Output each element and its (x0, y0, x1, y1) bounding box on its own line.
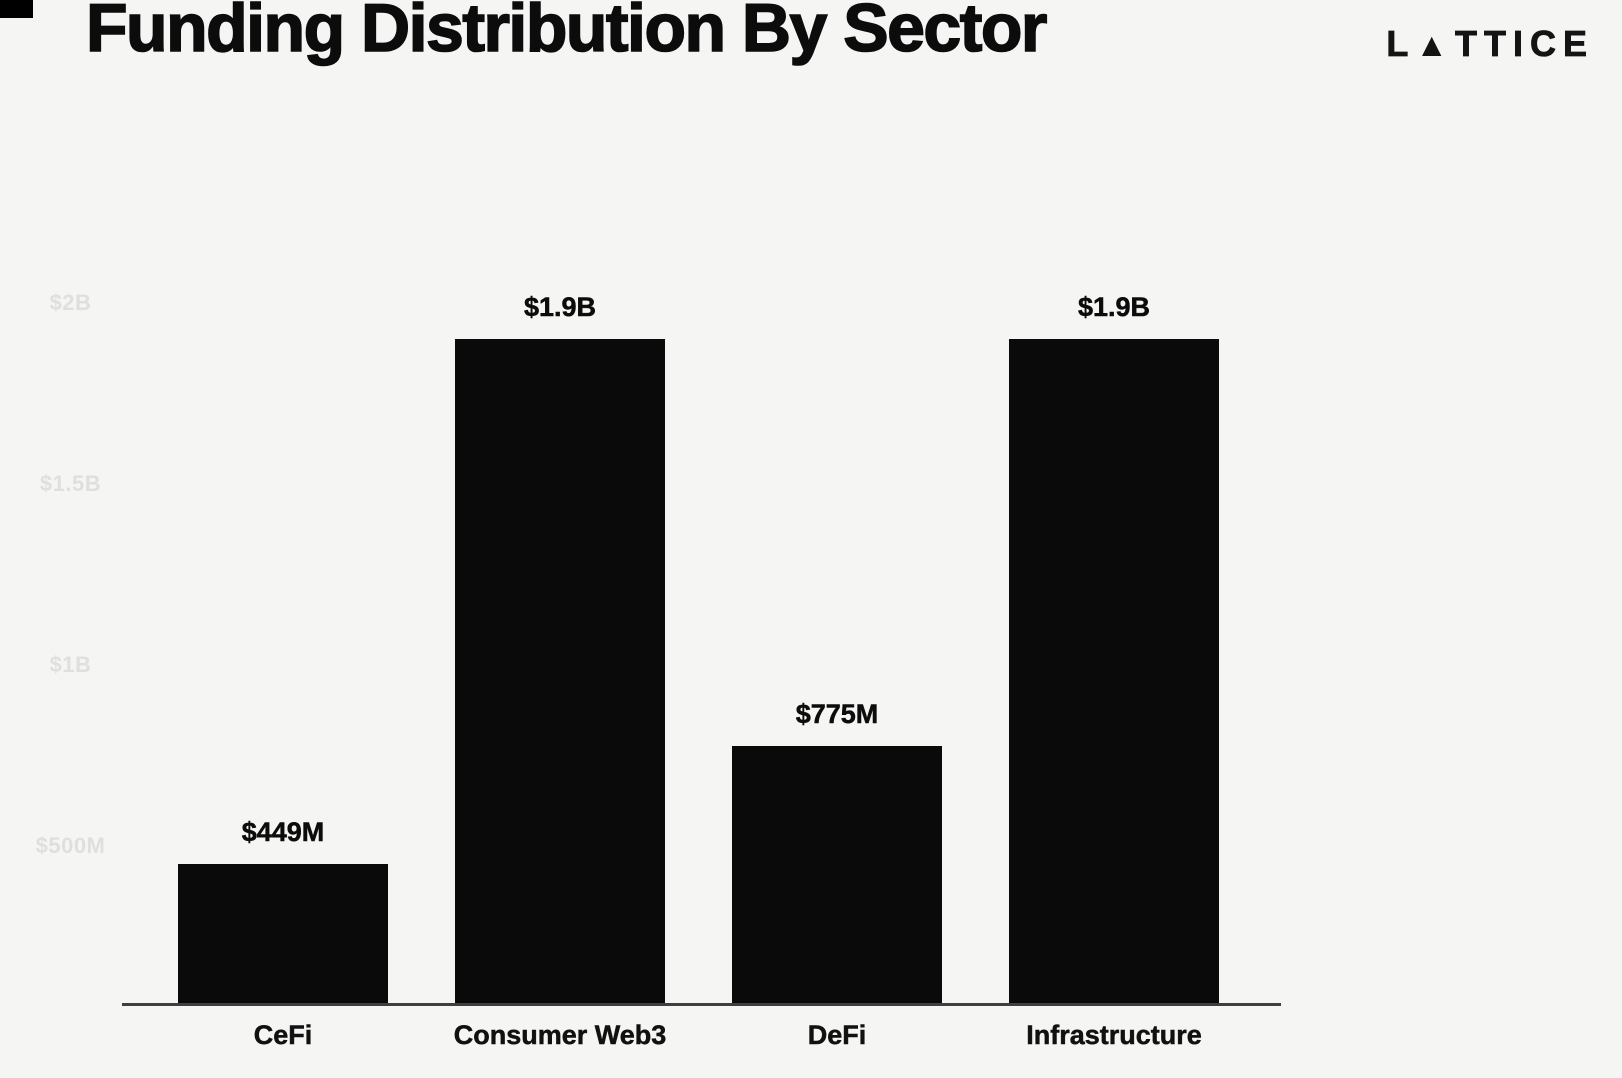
logo-letters-ttice: TTICE (1455, 23, 1594, 64)
bar-group-infrastructure: $1.9B Infrastructure (1009, 0, 1219, 1078)
top-left-artifact (0, 0, 33, 18)
chart-title: Funding Distribution By Sector (85, 0, 1048, 67)
bar (455, 339, 665, 1003)
bar-value-label: $449M (241, 817, 325, 848)
bar (732, 746, 942, 1003)
y-tick-label: $500M (35, 833, 106, 858)
bar-group-cefi: $449M CeFi (178, 0, 388, 1078)
x-axis-line (122, 1003, 1281, 1006)
category-label: Infrastructure (1026, 1020, 1202, 1050)
triangle-icon: ▲ (1415, 26, 1455, 63)
y-tick-label: $1B (49, 652, 92, 677)
bar-value-label: $1.9B (1077, 292, 1151, 323)
category-label: DeFi (807, 1020, 867, 1050)
y-tick-label: $1.5B (39, 471, 102, 496)
category-label: Consumer Web3 (453, 1020, 667, 1050)
y-tick-label: $2B (49, 290, 92, 315)
bar-value-label: $775M (795, 699, 879, 730)
bar-value-label: $1.9B (523, 292, 597, 323)
lattice-logo: L▲TTICE (1386, 23, 1594, 65)
bar (1009, 339, 1219, 1003)
logo-letter-l: L (1386, 23, 1416, 64)
category-label: CeFi (253, 1020, 313, 1050)
bar-group-consumer-web3: $1.9B Consumer Web3 (453, 0, 666, 1078)
bar (178, 864, 388, 1003)
bar-group-defi: $775M DeFi (732, 0, 942, 1078)
